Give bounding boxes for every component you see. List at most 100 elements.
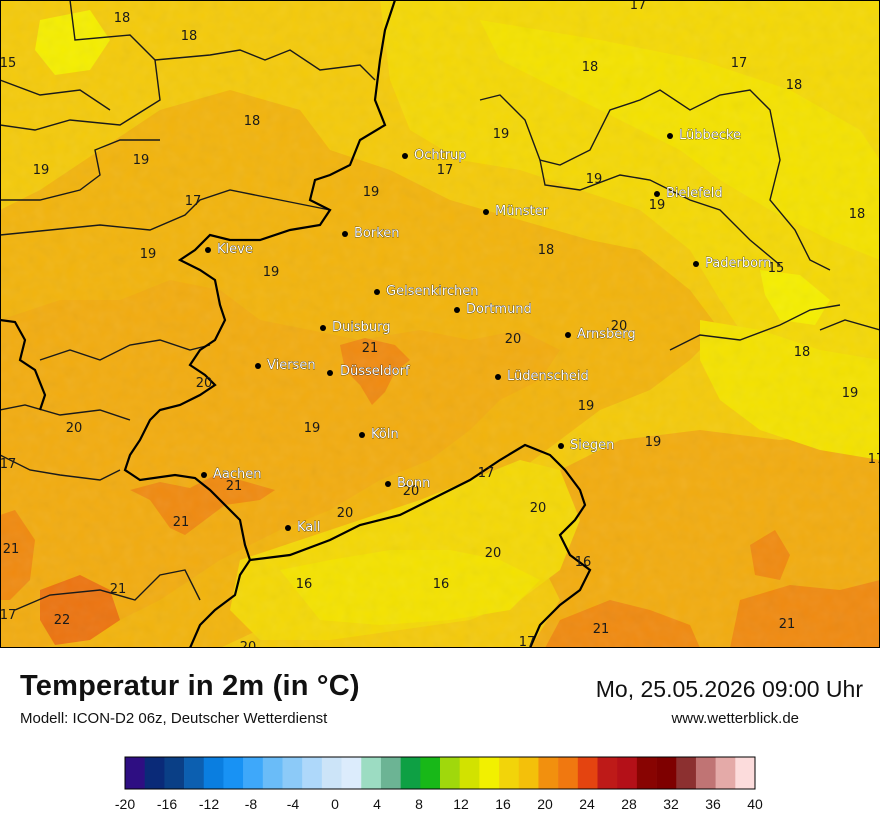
city-kleve: Kleve [205,242,253,257]
temp-label: 21 [3,542,20,557]
city-label-duisburg: Duisburg [332,320,391,335]
legend-tick-label: 40 [747,796,763,812]
legend-tick-label: -8 [245,796,258,812]
legend-tick-label: 24 [579,796,595,812]
legend-swatch [420,757,441,789]
city-label-muenster: Münster [495,204,549,219]
city-bonn: Bonn [385,476,431,491]
temp-label: 18 [582,60,599,75]
legend-tick-label: 32 [663,796,679,812]
temp-label: 19 [363,185,380,200]
city-label-arnsberg: Arnsberg [577,327,636,342]
legend-swatch [125,757,145,789]
temp-label: 17 [437,163,454,178]
city-muenster: Münster [483,204,549,219]
temp-label: 22 [54,613,71,628]
temp-label: 19 [263,265,280,280]
temp-label: 16 [433,577,450,592]
city-viersen: Viersen [255,358,316,373]
city-label-kleve: Kleve [217,242,253,257]
legend-swatch [203,757,224,789]
legend-swatch [341,757,362,789]
legend-tick-label: 12 [453,796,469,812]
legend-tick-label: 4 [373,796,381,812]
temp-label: 16 [575,555,592,570]
legend-swatch [558,757,579,789]
temp-label: 20 [66,421,83,436]
temp-label: 17 [478,466,495,481]
temp-label: 21 [362,341,379,356]
temp-label: 19 [304,421,321,436]
temp-label: 18 [786,78,803,93]
city-label-gelsenkirchen: Gelsenkirchen [386,284,479,299]
temp-label: 20 [530,501,547,516]
legend-swatch [243,757,264,789]
temp-label: 19 [133,153,150,168]
city-kall: Kall [285,520,321,535]
legend-tick-label: -4 [287,796,300,812]
temp-label: 21 [779,617,796,632]
chart-title: Temperatur in 2m (in °C) [20,670,360,702]
city-label-siegen: Siegen [570,438,614,453]
temp-label: 17 [731,56,748,71]
city-label-kall: Kall [297,520,321,535]
city-ochtrup: Ochtrup [402,148,467,163]
legend-swatch [164,757,185,789]
city-aachen: Aachen [201,467,262,482]
temp-label: 21 [173,515,190,530]
legend-swatches [125,757,756,789]
city-label-borken: Borken [354,226,400,241]
legend-swatch [321,757,342,789]
forecast-datetime: Mo, 25.05.2026 09:00 Uhr [595,676,863,702]
legend-tick-label: -16 [157,796,177,812]
city-luebbecke: Lübbecke [667,128,741,143]
city-label-aachen: Aachen [213,467,261,482]
website-link[interactable]: www.wetterblick.de [671,710,799,727]
legend-tick-label: 0 [331,796,339,812]
legend-swatch [479,757,500,789]
temp-label: 15 [0,56,16,71]
legend-swatch [715,757,736,789]
temperature-map: 18 17 18 15 17 18 19 18 19 19 17 19 17 1… [0,0,880,648]
legend-swatch [676,757,697,789]
city-label-bonn: Bonn [397,476,430,491]
legend-tick-label: 28 [621,796,637,812]
city-label-viersen: Viersen [267,358,316,373]
legend-tick-label: 20 [537,796,553,812]
temp-label: 17 [630,0,647,13]
legend-swatch [518,757,539,789]
temperature-labels: 18 17 18 15 17 18 19 18 19 19 17 19 17 1… [0,0,880,648]
city-koeln: Köln [359,427,399,442]
color-legend: -20 -16 -12 -8 -4 0 4 8 12 16 20 24 28 32 36 40 [115,756,763,812]
temp-label: 18 [244,114,261,129]
temp-label: 21 [593,622,610,637]
city-label-dortmund: Dortmund [466,302,532,317]
legend-swatch [440,757,460,789]
legend-swatch [499,757,520,789]
city-label-luebbecke: Lübbecke [679,128,741,143]
temp-label: 20 [403,484,420,499]
temp-label: 20 [505,332,522,347]
terrain-texture [0,0,880,648]
legend-swatch [262,757,283,789]
legend-swatch [184,757,205,789]
temp-label: 18 [114,11,131,26]
city-duesseldorf: Düsseldorf [327,364,410,379]
temp-label: 19 [586,172,603,187]
legend-ticks: -20 -16 -12 -8 -4 0 4 8 12 16 20 24 28 32 36 40 [115,796,763,812]
temp-label: 17 [519,635,536,648]
city-label-luedenscheid: Lüdenscheid [507,369,589,384]
temp-label: 18 [849,207,866,222]
temp-label: 20 [240,640,257,648]
temp-label: 17 [185,194,202,209]
temp-label: 15 [768,261,785,276]
temp-label: 21 [110,582,127,597]
legend-frame [124,756,756,790]
legend-swatch [400,757,421,789]
city-duisburg: Duisburg [320,320,391,335]
temp-label: 19 [649,198,666,213]
temp-label: 19 [140,247,157,262]
temp-label: 17 [0,608,16,623]
temp-label: 19 [578,399,595,414]
temp-label: 20 [611,319,628,334]
